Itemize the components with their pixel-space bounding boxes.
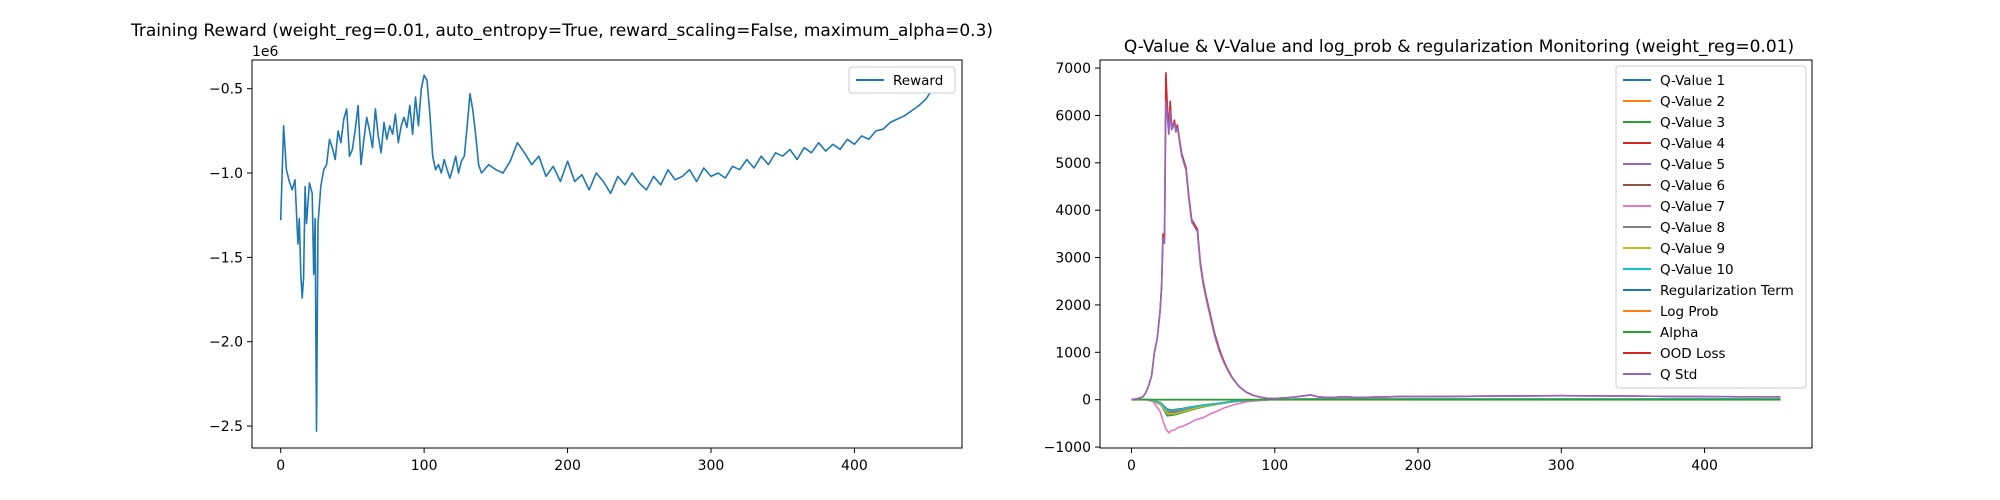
qvalue-x-tick-label: 300: [1548, 458, 1575, 474]
qvalue-x-tick-label: 100: [1261, 458, 1288, 474]
qvalue-legend-label: Q-Value 2: [1660, 94, 1725, 110]
qvalue-x-axis-ticks: 0 100 200 300 400: [1127, 448, 1718, 474]
qvalue-y-tick-label: 7000: [1055, 61, 1091, 77]
qvalue-plot-frame: [1099, 59, 1813, 449]
reward-x-tick-label: 400: [841, 458, 868, 474]
qvalue-series-line-q-std: [1131, 100, 1781, 401]
qvalue-legend-label: Log Prob: [1660, 304, 1718, 320]
qvalue-legend-label: Q-Value 6: [1660, 178, 1725, 194]
reward-legend: Reward: [848, 66, 956, 94]
reward-x-tick-label: 100: [411, 458, 438, 474]
qvalue-legend-label: Q-Value 5: [1660, 157, 1725, 173]
qvalue-y-tick-label: 1000: [1055, 345, 1091, 361]
qvalue-legend-label: Q Std: [1660, 367, 1697, 383]
reward-series-group: [279, 74, 932, 432]
qvalue-y-tick-label: 0: [1082, 393, 1091, 409]
qvalue-chart-title: Q-Value & V-Value and log_prob & regular…: [1124, 37, 1794, 57]
qvalue-legend-label: Q-Value 10: [1660, 262, 1734, 278]
reward-y-tick-label: −2.5: [209, 419, 243, 435]
qvalue-legend-label: Q-Value 3: [1660, 115, 1725, 131]
qvalue-x-tick-label: 400: [1691, 458, 1718, 474]
qvalue-legend-label: Q-Value 7: [1660, 199, 1725, 215]
reward-plot-frame: [251, 59, 963, 449]
qvalue-legend-label: OOD Loss: [1660, 346, 1726, 362]
reward-x-tick-label: 300: [698, 458, 725, 474]
qvalue-y-tick-label: 4000: [1055, 203, 1091, 219]
reward-series-line-reward: [279, 74, 932, 432]
qvalue-y-tick-label: 6000: [1055, 108, 1091, 124]
reward-x-axis-ticks: 0 100 200 300 400: [276, 448, 868, 474]
qvalue-legend-label: Alpha: [1660, 325, 1698, 341]
reward-y-tick-label: −2.0: [209, 335, 243, 351]
qvalue-legend-box: [1615, 65, 1807, 389]
qvalue-legend-label: Regularization Term: [1660, 283, 1794, 299]
qvalue-legend-label: Q-Value 8: [1660, 220, 1725, 236]
qvalue-legend-label: Q-Value 4: [1660, 136, 1725, 152]
qvalue-legend: Q-Value 1 Q-Value 2 Q-Value 3 Q-Value 4 Q-Va…: [1615, 65, 1807, 389]
qvalue-y-tick-label: 5000: [1055, 156, 1091, 172]
reward-x-tick-label: 0: [276, 458, 285, 474]
reward-legend-box: [848, 66, 956, 94]
qvalue-y-tick-label: −1000: [1044, 440, 1091, 456]
reward-y-offset-text: 1e6: [252, 44, 279, 60]
qvalue-x-tick-label: 200: [1405, 458, 1432, 474]
qvalue-legend-label: Q-Value 1: [1660, 73, 1725, 89]
qvalue-y-tick-label: 3000: [1055, 251, 1091, 267]
qvalue-x-tick-label: 0: [1127, 458, 1136, 474]
reward-y-tick-label: −1.5: [209, 250, 243, 266]
reward-y-tick-label: −1.0: [209, 166, 243, 182]
reward-y-axis-ticks: −2.5 −2.0 −1.5 −1.0 −0.5: [209, 82, 252, 435]
qvalue-y-axis-ticks: −1000 0 1000 2000 3000 4000 5000 6000 7000: [1044, 61, 1100, 456]
qvalue-y-tick-label: 2000: [1055, 298, 1091, 314]
qvalue-chart: Q-Value & V-Value and log_prob & regular…: [1044, 37, 1813, 474]
reward-legend-label: Reward: [893, 73, 943, 89]
reward-x-tick-label: 200: [554, 458, 581, 474]
qvalue-legend-label: Q-Value 9: [1660, 241, 1725, 257]
reward-chart: Training Reward (weight_reg=0.01, auto_e…: [130, 21, 993, 474]
reward-y-tick-label: −0.5: [209, 82, 243, 98]
reward-chart-title: Training Reward (weight_reg=0.01, auto_e…: [130, 21, 993, 41]
qvalue-series-group: [1131, 72, 1781, 434]
